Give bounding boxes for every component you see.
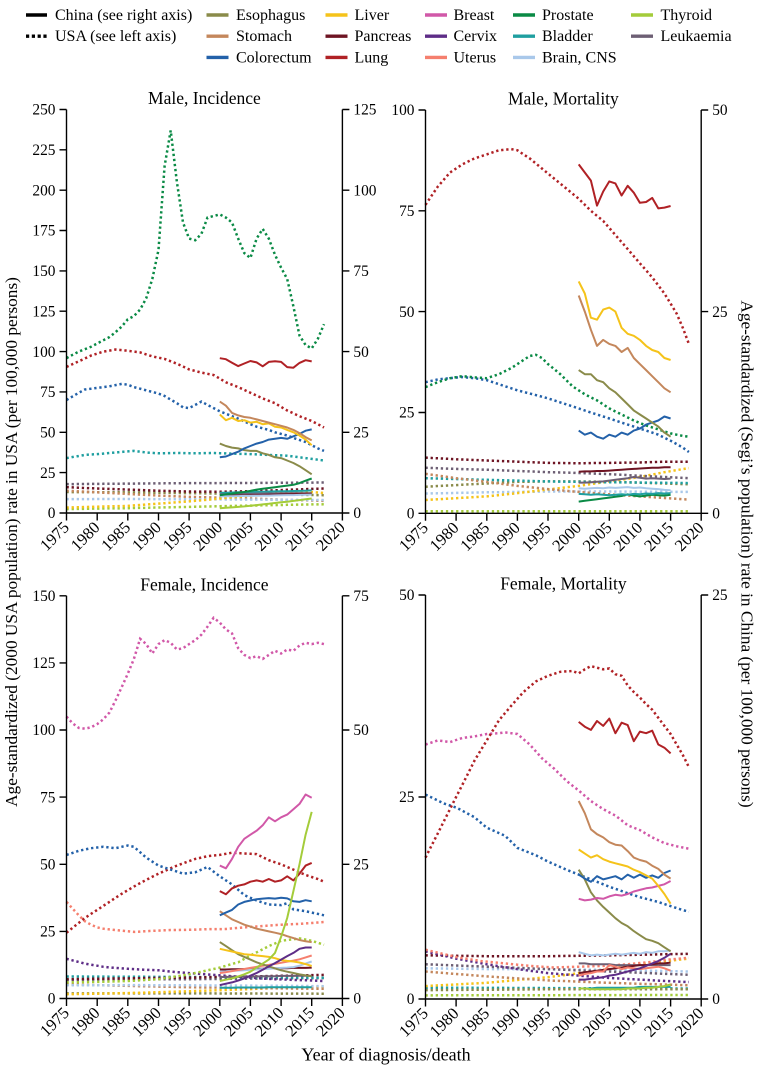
svg-text:Leukaemia: Leukaemia bbox=[661, 28, 732, 45]
svg-text:0: 0 bbox=[407, 991, 415, 1008]
svg-text:Male, Incidence: Male, Incidence bbox=[148, 88, 261, 108]
svg-text:50: 50 bbox=[399, 587, 415, 604]
svg-text:125: 125 bbox=[353, 102, 376, 119]
svg-text:Brain, CNS: Brain, CNS bbox=[542, 49, 617, 66]
svg-text:Thyroid: Thyroid bbox=[661, 7, 713, 24]
svg-text:Female, Mortality: Female, Mortality bbox=[500, 574, 627, 594]
svg-text:100: 100 bbox=[391, 102, 414, 119]
svg-text:100: 100 bbox=[32, 344, 55, 361]
svg-text:25: 25 bbox=[353, 425, 369, 442]
svg-text:100: 100 bbox=[32, 722, 55, 739]
svg-text:0: 0 bbox=[712, 991, 720, 1008]
svg-text:China (see right axis): China (see right axis) bbox=[55, 7, 192, 24]
svg-text:75: 75 bbox=[353, 588, 369, 605]
svg-text:125: 125 bbox=[32, 655, 55, 672]
svg-text:225: 225 bbox=[32, 142, 55, 159]
svg-text:Male, Mortality: Male, Mortality bbox=[508, 89, 619, 109]
svg-text:75: 75 bbox=[40, 789, 56, 806]
svg-text:Uterus: Uterus bbox=[454, 49, 497, 66]
svg-text:0: 0 bbox=[712, 506, 720, 523]
svg-text:50: 50 bbox=[399, 304, 415, 321]
svg-text:Stomach: Stomach bbox=[236, 28, 292, 45]
svg-text:125: 125 bbox=[32, 303, 55, 320]
svg-text:Prostate: Prostate bbox=[542, 7, 594, 24]
svg-text:0: 0 bbox=[48, 991, 56, 1008]
svg-text:Cervix: Cervix bbox=[454, 28, 498, 45]
svg-text:USA (see left axis): USA (see left axis) bbox=[55, 28, 176, 45]
svg-text:0: 0 bbox=[48, 505, 56, 522]
svg-text:25: 25 bbox=[399, 405, 415, 422]
svg-text:0: 0 bbox=[407, 506, 415, 523]
svg-text:Colorectum: Colorectum bbox=[236, 49, 312, 66]
svg-text:25: 25 bbox=[712, 587, 728, 604]
svg-text:0: 0 bbox=[353, 505, 361, 522]
svg-text:150: 150 bbox=[32, 588, 55, 605]
svg-text:75: 75 bbox=[353, 263, 369, 280]
svg-text:Pancreas: Pancreas bbox=[355, 28, 412, 45]
svg-text:100: 100 bbox=[353, 182, 376, 199]
svg-text:25: 25 bbox=[353, 857, 369, 874]
svg-text:250: 250 bbox=[32, 102, 55, 119]
svg-text:50: 50 bbox=[712, 102, 728, 119]
svg-text:25: 25 bbox=[40, 465, 56, 482]
svg-text:25: 25 bbox=[40, 924, 56, 941]
svg-text:175: 175 bbox=[32, 223, 55, 240]
svg-text:75: 75 bbox=[399, 203, 415, 220]
svg-text:50: 50 bbox=[353, 344, 369, 361]
svg-text:Age-standardized (2000 USA pop: Age-standardized (2000 USA population) r… bbox=[2, 277, 21, 807]
svg-text:200: 200 bbox=[32, 182, 55, 199]
svg-text:Age-standardized (Segi’s popul: Age-standardized (Segi’s population) rat… bbox=[738, 300, 757, 807]
svg-text:Breast: Breast bbox=[454, 7, 495, 24]
svg-text:50: 50 bbox=[40, 857, 56, 874]
svg-text:50: 50 bbox=[353, 722, 369, 739]
svg-text:Bladder: Bladder bbox=[542, 28, 593, 45]
svg-text:150: 150 bbox=[32, 263, 55, 280]
svg-text:Liver: Liver bbox=[355, 7, 390, 24]
svg-text:25: 25 bbox=[712, 304, 728, 321]
svg-text:50: 50 bbox=[40, 425, 56, 442]
svg-text:Female, Incidence: Female, Incidence bbox=[140, 574, 269, 594]
svg-text:Lung: Lung bbox=[355, 49, 389, 66]
svg-text:Year of diagnosis/death: Year of diagnosis/death bbox=[301, 1045, 470, 1065]
svg-text:25: 25 bbox=[399, 789, 415, 806]
svg-text:Esophagus: Esophagus bbox=[236, 7, 305, 24]
svg-text:75: 75 bbox=[40, 384, 56, 401]
svg-text:0: 0 bbox=[353, 991, 361, 1008]
